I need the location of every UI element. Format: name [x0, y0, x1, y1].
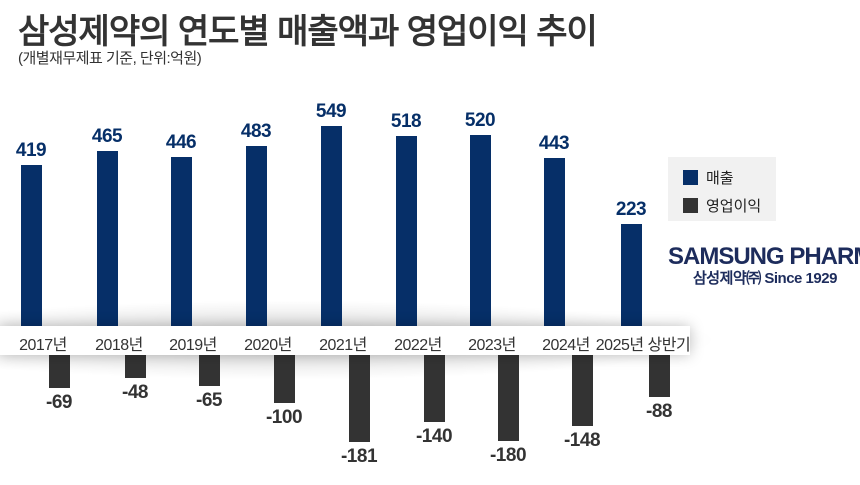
- data-label-operating-profit: -69: [46, 392, 72, 413]
- legend-item-revenue: 매출: [683, 167, 734, 188]
- data-label-operating-profit: -65: [196, 390, 222, 411]
- data-label-operating-profit: -100: [265, 407, 303, 428]
- bar-operating-profit: [125, 355, 146, 378]
- data-label-revenue: 419: [15, 140, 47, 161]
- bar-operating-profit: [649, 355, 670, 397]
- data-label-revenue: 483: [240, 121, 272, 142]
- bar-revenue: [97, 151, 118, 326]
- data-label-revenue: 446: [165, 132, 197, 153]
- x-axis-label: 2017년: [19, 337, 67, 354]
- bar-operating-profit: [572, 355, 593, 426]
- legend: 매출 영업이익: [668, 157, 776, 221]
- x-axis-label: 2022년: [394, 337, 442, 354]
- x-axis-label: 2021년: [319, 337, 367, 354]
- bar-operating-profit: [424, 355, 445, 422]
- bar-revenue: [396, 136, 417, 326]
- x-axis-label: 2024년: [542, 337, 590, 354]
- legend-swatch-revenue: [683, 170, 698, 185]
- data-label-operating-profit: -148: [563, 430, 601, 451]
- data-label-revenue: 549: [315, 101, 347, 122]
- chart-subtitle: (개별재무제표 기준, 단위:억원): [18, 50, 202, 67]
- x-axis-label: 2023년: [468, 337, 516, 354]
- company-logo-wordmark: SAMSUNG PHARM: [668, 243, 860, 270]
- legend-swatch-operating-profit: [683, 198, 698, 213]
- x-axis-label: 2020년: [244, 337, 292, 354]
- data-label-operating-profit: -181: [340, 446, 378, 467]
- bar-revenue: [21, 165, 42, 326]
- data-label-operating-profit: -88: [646, 401, 672, 422]
- bar-operating-profit: [498, 355, 519, 441]
- bar-operating-profit: [274, 355, 295, 403]
- bar-revenue: [544, 158, 565, 326]
- bar-revenue: [621, 224, 642, 326]
- data-label-operating-profit: -48: [122, 382, 148, 403]
- bar-revenue: [321, 126, 342, 326]
- bar-operating-profit: [349, 355, 370, 442]
- data-label-operating-profit: -180: [489, 445, 527, 466]
- data-label-revenue: 465: [91, 126, 123, 147]
- bar-revenue: [171, 157, 192, 326]
- legend-label-operating-profit: 영업이익: [706, 198, 762, 215]
- bar-revenue: [470, 135, 491, 326]
- chart-title: 삼성제약의 연도별 매출액과 영업이익 추이: [18, 13, 598, 51]
- company-logo-tagline: 삼성제약㈜ Since 1929: [693, 270, 837, 287]
- bar-operating-profit: [49, 355, 70, 388]
- data-label-operating-profit: -140: [415, 426, 453, 447]
- data-label-revenue: 518: [390, 111, 422, 132]
- data-label-revenue: 443: [538, 133, 570, 154]
- legend-label-revenue: 매출: [706, 170, 734, 187]
- bar-operating-profit: [199, 355, 220, 386]
- legend-item-operating-profit: 영업이익: [683, 195, 761, 216]
- bar-revenue: [246, 146, 267, 326]
- x-axis-label: 2025년 상반기: [595, 337, 691, 354]
- data-label-revenue: 520: [464, 110, 496, 131]
- data-label-revenue: 223: [615, 199, 647, 220]
- x-axis-label: 2018년: [95, 337, 143, 354]
- x-axis-label: 2019년: [169, 337, 217, 354]
- x-axis-band: [0, 326, 690, 355]
